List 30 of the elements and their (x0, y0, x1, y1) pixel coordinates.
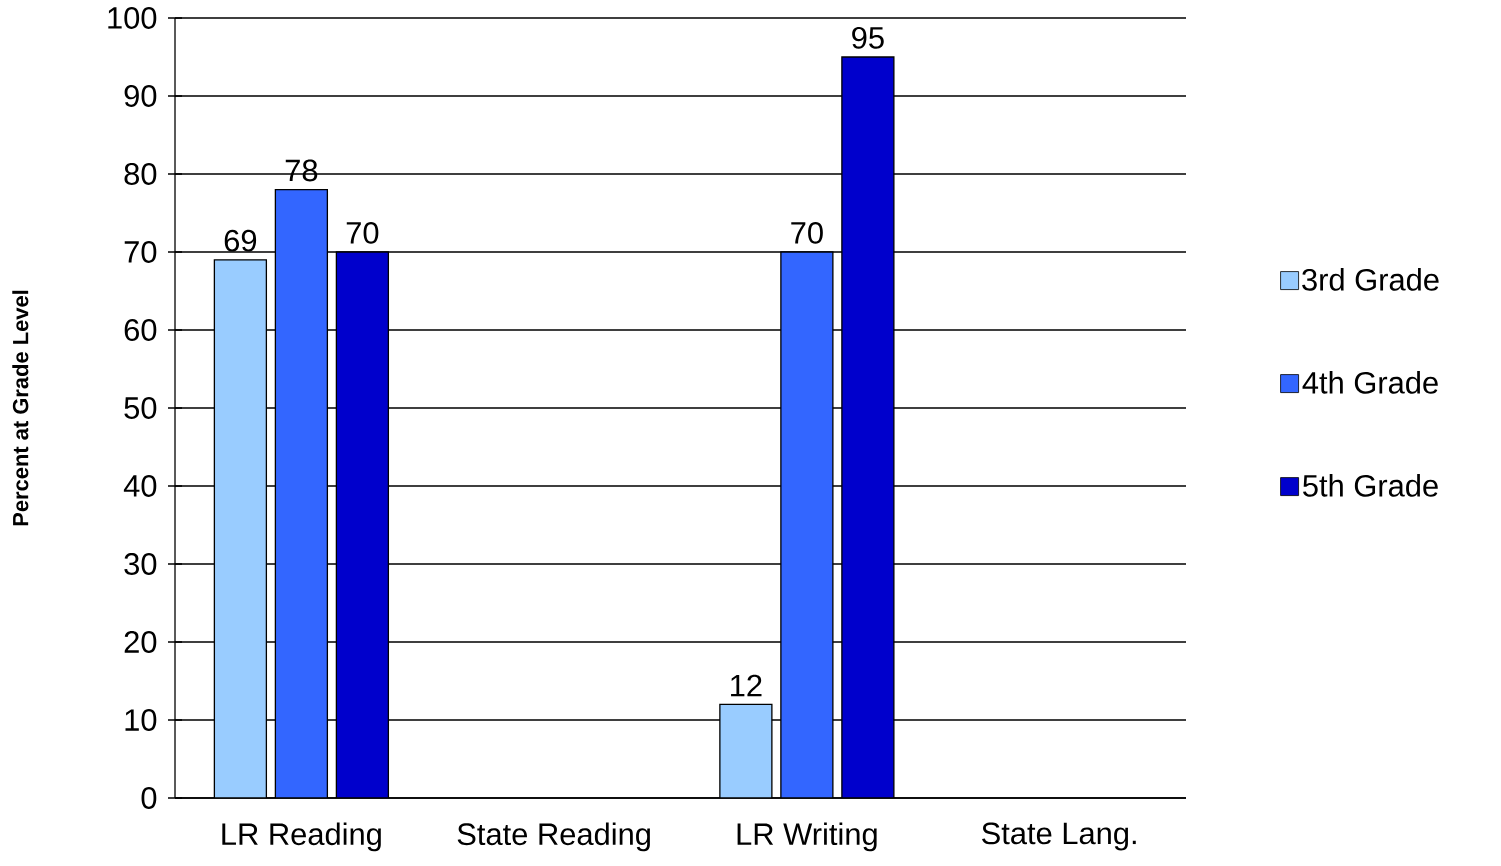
y-axis-title: Percent at Grade Level (12, 290, 29, 526)
y-tick-label: 20 (124, 631, 157, 653)
bar (335, 251, 390, 798)
x-tick-label: State Reading (457, 822, 650, 852)
data-label: 70 (346, 221, 379, 244)
legend-label: 5th Grade (1303, 474, 1438, 497)
bar (780, 251, 834, 798)
x-tick-label: LR Reading (222, 822, 381, 852)
y-tick-label: 60 (124, 319, 157, 341)
bar (274, 188, 329, 798)
x-tick-label: LR Writing (737, 822, 877, 852)
data-label: 69 (224, 229, 257, 252)
data-label: 70 (791, 221, 823, 244)
x-tick-label: State Lang. (982, 822, 1136, 851)
legend-label: 3rd Grade (1302, 268, 1439, 291)
y-tick-label: 10 (125, 709, 157, 731)
y-tick-label: 100 (108, 7, 157, 29)
bar (841, 56, 895, 798)
y-tick-label: 40 (123, 475, 157, 497)
y-tick-label: 0 (141, 787, 157, 809)
bar (213, 259, 268, 798)
y-tick-label: 80 (124, 163, 157, 185)
y-tick-label: 30 (124, 553, 157, 575)
data-label: 95 (852, 26, 884, 49)
legend-label: 4th Grade (1302, 371, 1438, 394)
y-tick-label: 50 (124, 397, 157, 419)
y-tick-label: 90 (124, 85, 157, 107)
bar (719, 703, 773, 798)
y-tick-label: 70 (124, 241, 157, 263)
data-label: 12 (731, 674, 762, 697)
